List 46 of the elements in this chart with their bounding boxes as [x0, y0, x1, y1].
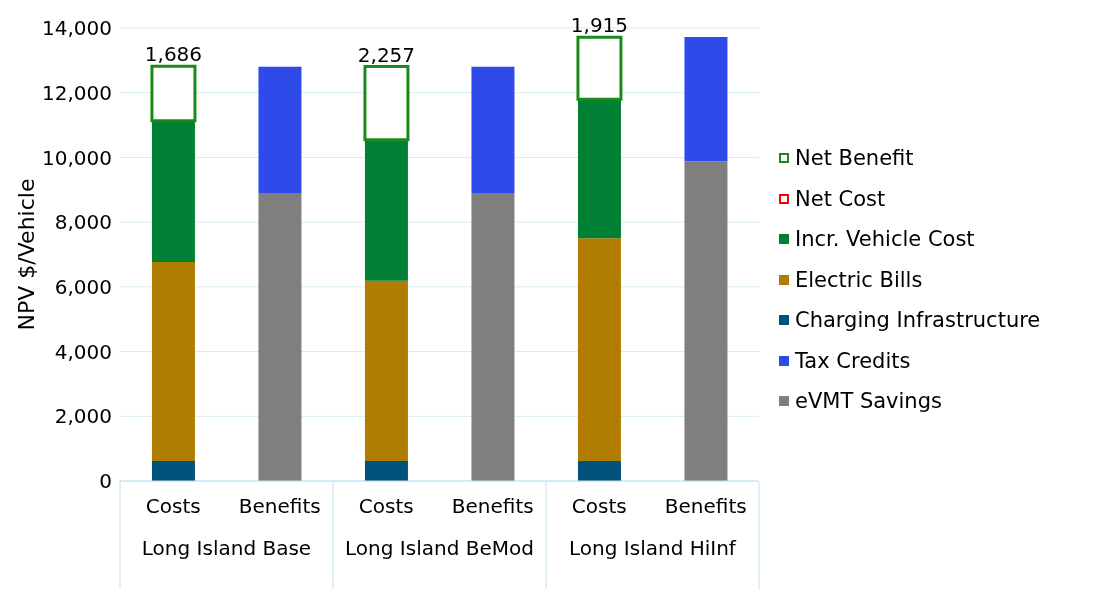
y-tick-label: 14,000	[42, 16, 112, 41]
x-tick-label: Costs	[571, 494, 627, 518]
bar	[258, 66, 302, 194]
bar	[684, 161, 728, 481]
y-tick-label: 6,000	[54, 274, 112, 299]
data-label: 2,257	[357, 42, 416, 67]
bar	[151, 120, 195, 262]
x-tick-label: Benefits	[238, 494, 321, 518]
x-tick-label: Benefits	[664, 494, 747, 518]
bar	[151, 261, 195, 461]
data-label: 1,915	[570, 13, 629, 38]
legend-label: Net Cost	[794, 185, 887, 213]
text: Long Island BeMod	[345, 536, 534, 560]
legend-label: Incr. Vehicle Cost	[794, 226, 976, 253]
legend-label: Electric Bills	[794, 266, 924, 294]
bar	[471, 193, 515, 481]
y-tick-label: 10,000	[42, 145, 112, 170]
y-tick-label: 4,000	[54, 339, 112, 364]
bar	[151, 460, 195, 481]
bar	[364, 139, 408, 281]
legend-label: Tax Credits	[794, 347, 912, 375]
bar	[471, 66, 515, 194]
bar	[577, 238, 621, 461]
legend-label: eVMT Savings	[794, 388, 943, 415]
bar	[364, 460, 408, 481]
y-axis-title: NPV $/Vehicle	[13, 178, 39, 331]
x-tick-label: Costs	[358, 494, 414, 518]
bar	[576, 35, 623, 101]
bar	[577, 460, 621, 481]
y-tick-label: 8,000	[54, 210, 112, 235]
legend-label: Charging Infrastructure	[794, 307, 1042, 334]
bar	[363, 65, 410, 142]
bar	[577, 99, 621, 239]
x-tick-label: Costs	[145, 494, 201, 518]
bar	[684, 37, 728, 162]
x-tick-label: Benefits	[451, 494, 534, 518]
bar	[364, 280, 408, 461]
text: Long Island Base	[141, 536, 312, 560]
bar	[150, 64, 197, 123]
y-tick-label: 0	[99, 469, 112, 494]
y-tick-label: 2,000	[54, 404, 112, 429]
text: Long Island HiInf	[569, 536, 737, 560]
legend-label: Net Benefit	[794, 145, 915, 172]
data-label: 1,686	[144, 42, 203, 67]
bar	[258, 193, 302, 481]
y-tick-label: 12,000	[42, 80, 112, 105]
